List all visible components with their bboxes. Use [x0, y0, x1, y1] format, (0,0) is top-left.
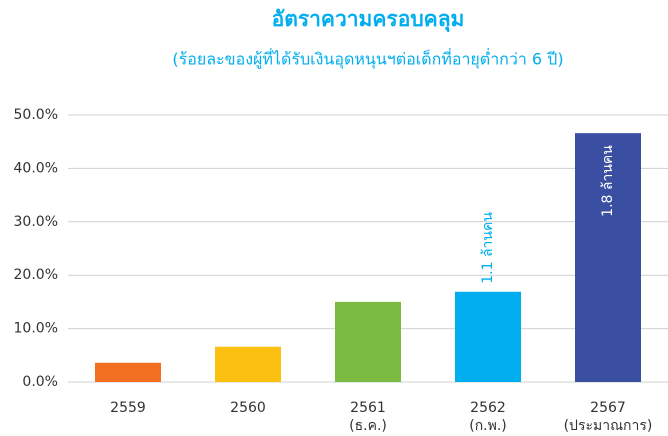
- bar: [95, 362, 161, 382]
- x-tick-label: 2559: [110, 400, 146, 416]
- chart-title: อัตราความครอบคลุม: [272, 7, 465, 33]
- bar: [335, 301, 401, 382]
- x-tick-label: 2561: [350, 400, 386, 416]
- y-tick-label: 40.0%: [14, 160, 58, 176]
- x-tick-label: 2560: [230, 400, 266, 416]
- y-tick-label: 30.0%: [14, 214, 58, 230]
- y-tick-label: 10.0%: [14, 321, 58, 337]
- bar: [215, 346, 281, 382]
- y-tick-label: 0.0%: [22, 374, 58, 390]
- x-tick-note: (ประมาณการ): [564, 418, 653, 434]
- x-tick-note: (ก.พ.): [469, 418, 507, 434]
- bar: [455, 291, 521, 382]
- annotation: 1.8 ล้านคน: [600, 145, 616, 217]
- y-tick-label: 50.0%: [14, 107, 58, 123]
- bar: [575, 133, 641, 382]
- chart-subtitle: (ร้อยละของผู้ที่ได้รับเงินอุดหนุนฯต่อเด็…: [172, 48, 563, 70]
- annotation: 1.1 ล้านคน: [480, 212, 496, 284]
- x-tick-label: 2567: [590, 400, 626, 416]
- y-tick-label: 20.0%: [14, 267, 58, 283]
- x-tick-note: (ธ.ค.): [349, 418, 387, 434]
- x-tick-label: 2562: [470, 400, 506, 416]
